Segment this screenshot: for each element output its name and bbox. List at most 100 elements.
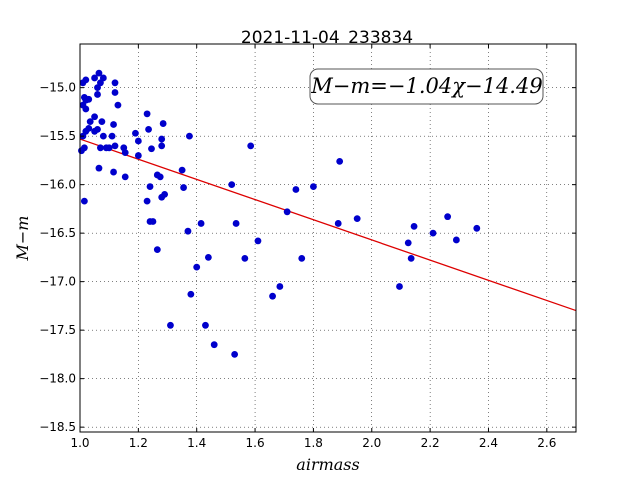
data-point	[86, 118, 94, 125]
data-point	[452, 236, 460, 244]
fit-line-layer	[79, 138, 577, 312]
y-tick-labels: −15.0 −15.5 −16.0 −16.5 −17.0 −17.5 −18.0 −18.5	[39, 81, 76, 434]
data-point	[407, 254, 415, 262]
data-point	[247, 142, 255, 150]
data-point	[283, 208, 291, 216]
data-point	[99, 132, 107, 140]
data-point	[110, 121, 117, 128]
data-point	[121, 149, 129, 157]
data-point	[94, 91, 101, 98]
data-point	[178, 166, 186, 174]
data-point	[404, 239, 412, 247]
data-point	[269, 292, 276, 300]
data-point	[111, 89, 119, 96]
data-point	[186, 132, 193, 140]
data-point	[241, 254, 249, 262]
data-point	[80, 197, 88, 205]
data-point	[187, 290, 195, 298]
y-tick-label: −18.0	[39, 372, 76, 386]
y-tick-label: −17.5	[39, 323, 76, 337]
data-point	[254, 237, 262, 245]
data-point	[228, 181, 236, 189]
x-tick-label: 2.6	[537, 436, 556, 450]
y-tick-label: −15.5	[39, 129, 76, 143]
data-point	[98, 118, 106, 125]
y-tick-label: −18.5	[39, 420, 76, 434]
data-point	[146, 183, 154, 190]
data-point	[91, 113, 98, 121]
y-tick-label: −16.0	[39, 178, 76, 192]
data-point	[202, 321, 209, 329]
data-point	[232, 220, 240, 227]
x-tick-label: 1.6	[246, 436, 265, 450]
y-tick-label: −15.0	[39, 81, 76, 95]
data-point	[85, 95, 93, 103]
data-point	[110, 168, 117, 176]
grid-lines	[79, 44, 576, 432]
x-tick-label: 1.0	[70, 436, 89, 450]
x-tick-label: 1.2	[129, 436, 148, 450]
data-point	[111, 142, 119, 150]
axis-ticks	[79, 44, 576, 432]
data-point	[473, 224, 481, 232]
data-point	[105, 144, 113, 152]
data-point	[143, 110, 151, 118]
data-point	[159, 120, 167, 127]
data-point	[134, 152, 142, 159]
data-point	[310, 183, 317, 190]
data-point	[184, 227, 192, 235]
plot-frame	[79, 43, 577, 433]
data-points	[78, 69, 481, 358]
data-point	[276, 283, 284, 290]
data-point	[396, 283, 403, 290]
annotation-box	[309, 68, 544, 105]
x-tick-label: 2.0	[362, 436, 381, 450]
data-point	[180, 184, 187, 191]
data-point	[95, 164, 103, 172]
data-point	[197, 220, 205, 227]
data-point	[148, 145, 155, 153]
data-point	[353, 215, 361, 223]
equation-annotation: M−m=−1.04χ−14.49	[309, 68, 544, 105]
fit-line	[79, 138, 577, 312]
data-point	[410, 222, 418, 230]
data-point	[210, 341, 218, 349]
data-point	[336, 157, 344, 165]
x-tick-labels: 1.0 1.2 1.4 1.6 1.8 2.0 2.2 2.4 2.6	[70, 436, 556, 450]
y-axis-label: M−m	[13, 216, 32, 262]
data-point	[121, 173, 129, 181]
data-point	[158, 142, 166, 150]
data-point	[132, 129, 139, 137]
x-tick-label: 2.2	[421, 436, 440, 450]
data-point	[444, 213, 452, 221]
plot-background	[80, 44, 576, 432]
data-point	[97, 144, 104, 152]
data-point	[143, 197, 151, 205]
data-point	[95, 69, 103, 77]
data-point	[153, 246, 161, 254]
data-point	[149, 218, 157, 225]
data-point	[82, 105, 90, 113]
y-tick-label: −16.5	[39, 226, 76, 240]
data-point	[108, 132, 116, 140]
data-point	[161, 190, 169, 198]
data-point	[231, 351, 239, 358]
y-tick-label: −17.0	[39, 275, 76, 289]
chart-title: 2021-11-04_233834	[241, 28, 413, 48]
data-point	[114, 101, 122, 109]
data-point	[82, 76, 90, 84]
data-point	[204, 254, 212, 261]
data-point	[94, 84, 101, 92]
data-point	[156, 173, 164, 181]
data-point	[91, 74, 98, 82]
data-point	[167, 321, 174, 329]
data-point	[193, 263, 201, 271]
data-point	[334, 220, 342, 227]
annotation-text: M−m=−1.04χ−14.49	[310, 74, 542, 98]
plot-area: 1.0 1.2 1.4 1.6 1.8 2.0 2.2 2.4 2.6 −15.0−15.5−1…	[39, 43, 577, 450]
data-point	[134, 137, 142, 145]
data-point	[158, 135, 166, 143]
data-point	[78, 147, 85, 155]
x-tick-label: 2.4	[479, 436, 498, 450]
data-point	[292, 186, 300, 193]
